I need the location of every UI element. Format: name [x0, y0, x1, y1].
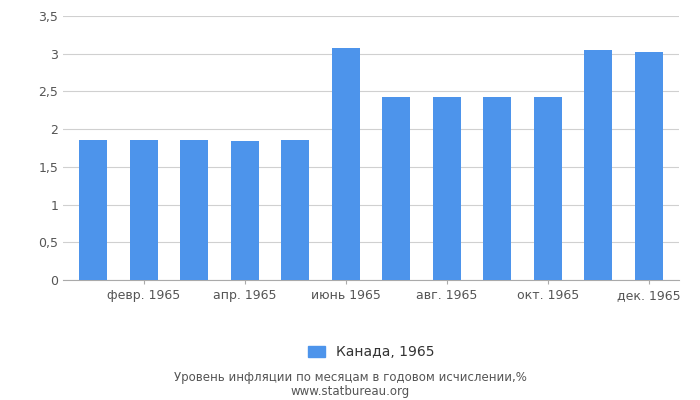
Text: www.statbureau.org: www.statbureau.org [290, 386, 410, 398]
Bar [231, 141, 259, 280]
Bar [433, 97, 461, 280]
Legend: Канада, 1965: Канада, 1965 [302, 340, 440, 365]
Bar [635, 52, 663, 280]
Bar [79, 140, 107, 280]
Bar [382, 97, 410, 280]
Bar [130, 140, 158, 280]
Bar [534, 97, 561, 280]
Bar [332, 48, 360, 280]
Text: Уровень инфляции по месяцам в годовом исчислении,%: Уровень инфляции по месяцам в годовом ис… [174, 372, 526, 384]
Bar [181, 140, 208, 280]
Bar [281, 140, 309, 280]
Bar [483, 97, 511, 280]
Bar [584, 50, 612, 280]
